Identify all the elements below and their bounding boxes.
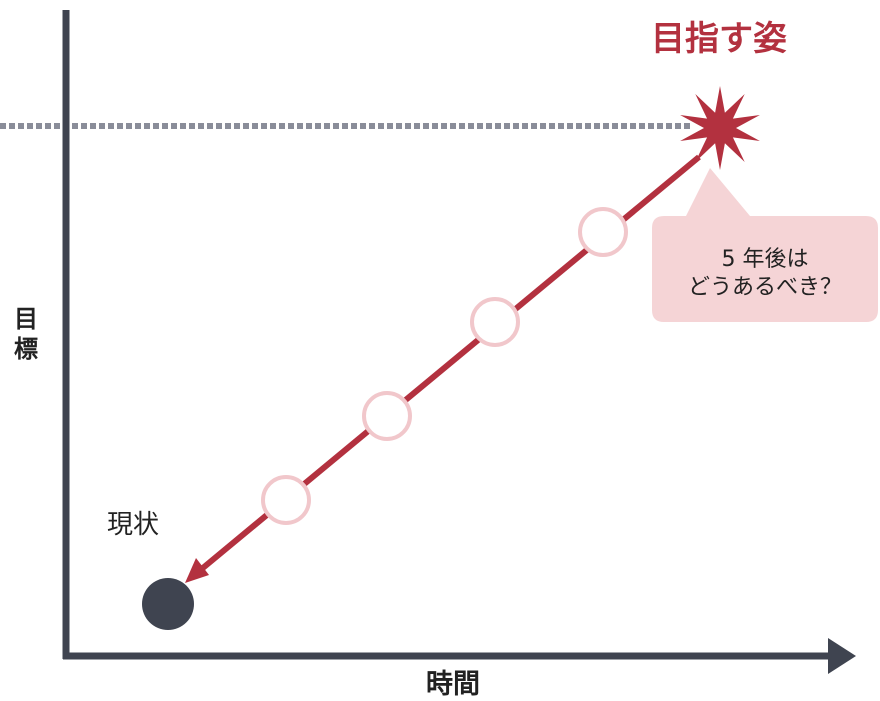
progress-arrow-head xyxy=(185,558,209,583)
milestone-circle xyxy=(261,475,311,525)
milestone-circle xyxy=(578,207,628,257)
y-axis-label-line1: 目 xyxy=(14,305,38,333)
callout-text: 5 年後は どうあるべき？ xyxy=(652,226,878,322)
starburst-icon xyxy=(680,86,760,170)
goal-title: 目指す姿 xyxy=(651,19,787,59)
milestone-circle xyxy=(362,391,412,441)
callout-line2: どうあるべき？ xyxy=(687,275,842,300)
y-axis-label-line2: 標 xyxy=(14,335,38,363)
milestone-circle xyxy=(470,297,520,347)
callout-line1: 5 年後は xyxy=(721,246,809,272)
current-state-dot xyxy=(142,578,194,630)
y-axis-label: 目 標 xyxy=(14,304,38,364)
x-axis-arrowhead xyxy=(828,638,856,674)
callout-bubble xyxy=(652,168,878,322)
current-state-label: 現状 xyxy=(107,510,160,540)
x-axis-label: 時間 xyxy=(426,669,480,700)
